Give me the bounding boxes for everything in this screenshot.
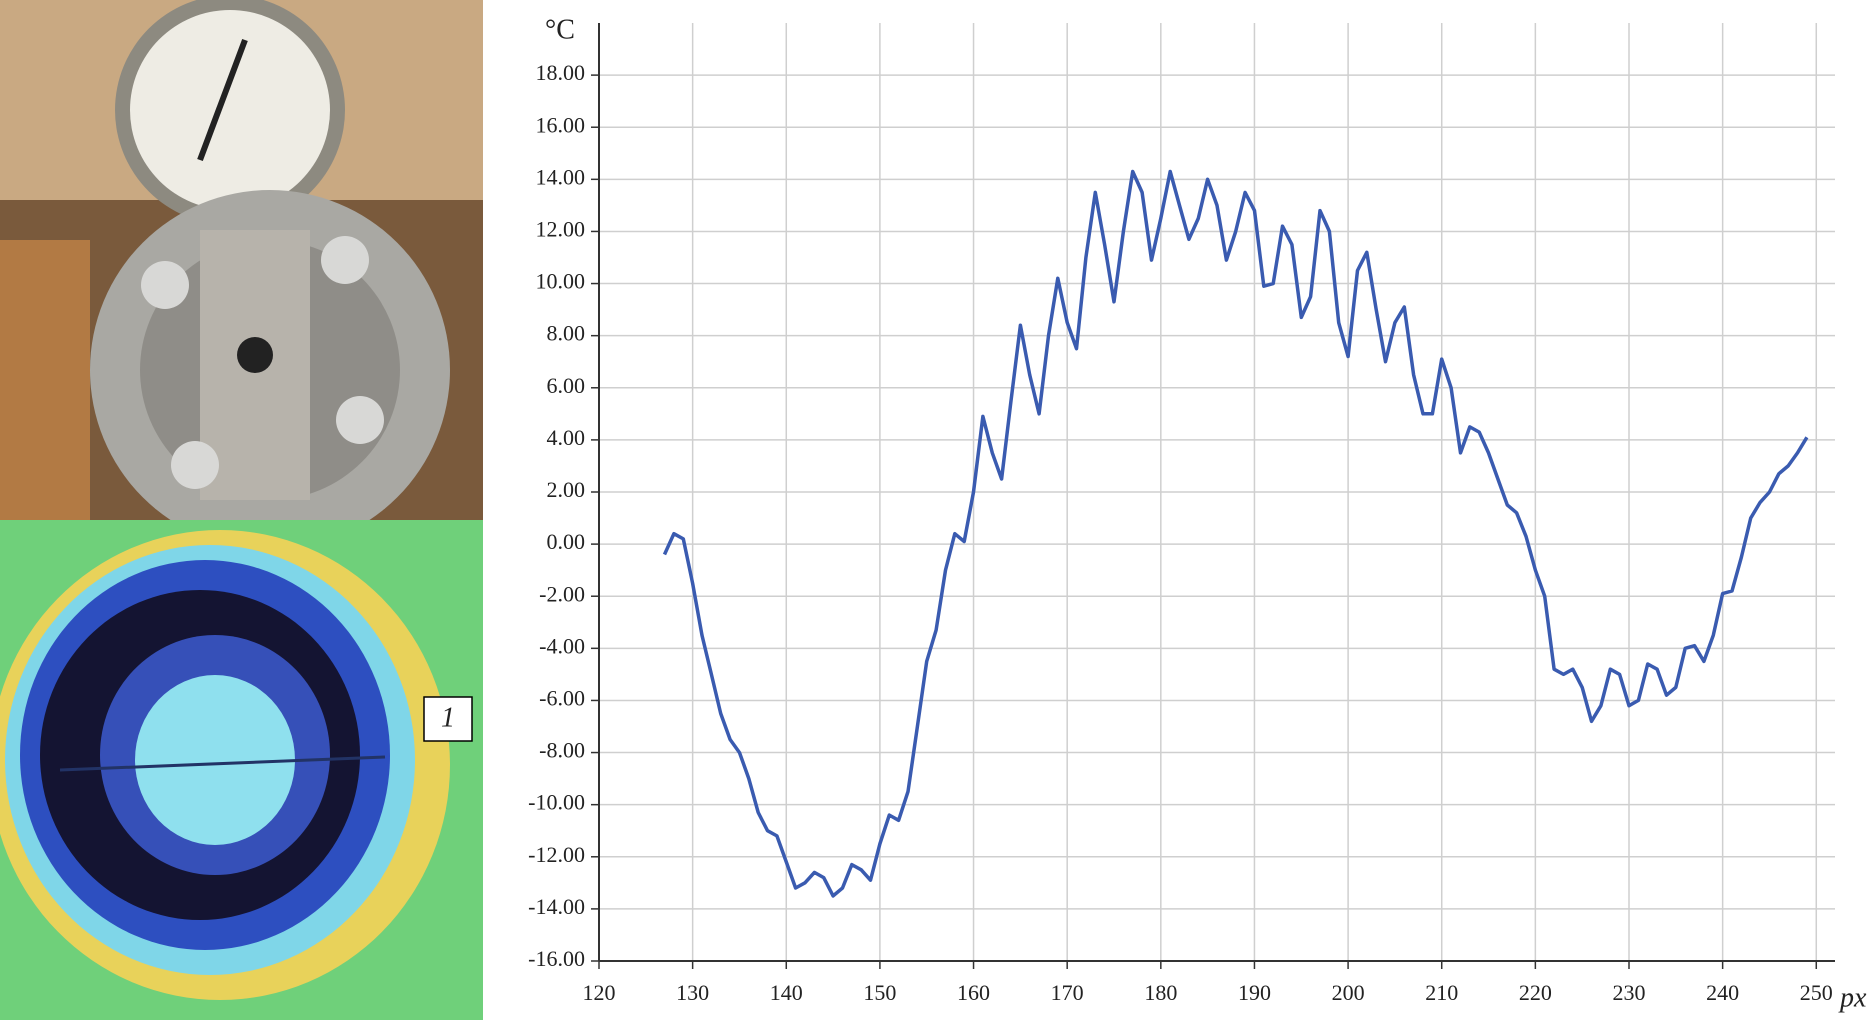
- y-tick-label: 12.00: [536, 216, 586, 241]
- y-tick-label: 14.00: [536, 164, 586, 189]
- x-tick-label: 250: [1800, 980, 1833, 1005]
- data-line: [662, 169, 1809, 898]
- x-tick-label: 190: [1238, 980, 1271, 1005]
- bolt: [336, 396, 384, 444]
- bolt: [321, 236, 369, 284]
- x-tick-label: 230: [1613, 980, 1646, 1005]
- slit: [59, 755, 386, 772]
- y-tick-label: 0.00: [547, 529, 586, 554]
- wooden-frame: [0, 240, 90, 520]
- y-tick-label: 16.00: [536, 112, 586, 137]
- gauge-needle: [197, 38, 248, 162]
- x-tick-label: 160: [957, 980, 990, 1005]
- y-tick-label: -8.00: [539, 738, 585, 763]
- x-tick-label: 150: [863, 980, 896, 1005]
- x-tick-label: 120: [583, 980, 616, 1005]
- plot: -16.00 -14.00 -12.00 -10.00 -8.00 -6.00 -4.00 -…: [528, 23, 1835, 1005]
- x-tick-label: 240: [1706, 980, 1739, 1005]
- y-tick-label: -2.00: [539, 581, 585, 606]
- x-tick-label: 220: [1519, 980, 1552, 1005]
- core: [135, 675, 295, 845]
- y-tick-label: 18.00: [536, 60, 586, 85]
- y-tick-label: -10.00: [528, 790, 585, 815]
- y-tick-label: 8.00: [547, 321, 586, 346]
- y-tick-label: -14.00: [528, 894, 585, 919]
- y-tick-label: -6.00: [539, 685, 585, 710]
- bolt: [171, 441, 219, 489]
- y-tick-label: 4.00: [547, 425, 586, 450]
- y-tick-label: -16.00: [528, 946, 585, 971]
- x-tick-label: 170: [1051, 980, 1084, 1005]
- annotation: 1: [441, 702, 455, 733]
- y-tick-label: 6.00: [547, 373, 586, 398]
- y-tick-label: 2.00: [547, 477, 586, 502]
- x-tick-label: 140: [770, 980, 803, 1005]
- hole: [237, 337, 273, 373]
- label-box: [423, 696, 473, 742]
- x-tick-label: 210: [1425, 980, 1458, 1005]
- y-tick-label: -4.00: [539, 633, 585, 658]
- x-tick-label: 200: [1332, 980, 1365, 1005]
- x-axis-label: px: [1838, 982, 1867, 1013]
- y-tick-label: -12.00: [528, 842, 585, 867]
- bolt: [141, 261, 189, 309]
- x-tick-label: 180: [1144, 980, 1177, 1005]
- y-tick-label: 10.00: [536, 269, 586, 294]
- photo: [0, 0, 483, 550]
- gauge-face: [130, 10, 330, 210]
- y-axis-label: °C: [545, 14, 575, 45]
- thermogram: 1: [0, 520, 483, 1020]
- x-tick-label: 130: [676, 980, 709, 1005]
